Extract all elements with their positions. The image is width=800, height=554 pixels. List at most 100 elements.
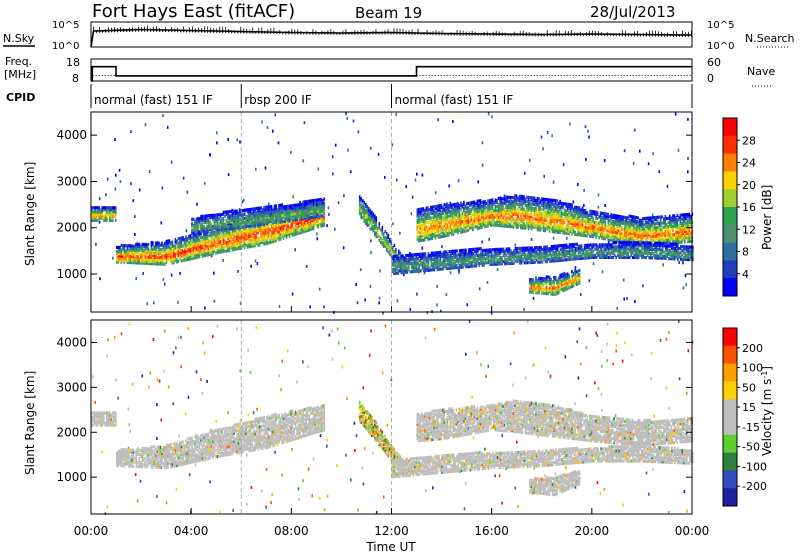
- range-gate-cell: [509, 206, 512, 210]
- range-gate-cell: [455, 202, 458, 206]
- range-gate-cell: [650, 243, 653, 247]
- range-gate-cell: [212, 217, 214, 222]
- range-gate-cell: [523, 209, 525, 213]
- range-gate-cell: [243, 243, 246, 248]
- range-gate-cell: [218, 223, 220, 227]
- range-gate-cell: [608, 215, 611, 219]
- range-gate-cell: [234, 247, 237, 251]
- range-gate-cell: [652, 216, 654, 220]
- range-gate-cell: [427, 208, 429, 212]
- range-gate-cell: [476, 214, 479, 218]
- range-gate-cell: [305, 200, 307, 204]
- range-gate-cell: [222, 235, 225, 239]
- range-gate-cell: [251, 242, 253, 246]
- range-gate-cell: [245, 229, 247, 233]
- scatter-point: [204, 306, 206, 310]
- range-gate-cell: [669, 235, 671, 239]
- range-gate-cell: [658, 230, 660, 234]
- range-gate-cell: [550, 206, 552, 211]
- range-gate-cell: [146, 261, 148, 265]
- range-gate-cell: [463, 227, 465, 232]
- range-gate-cell: [290, 232, 292, 236]
- range-gate-cell: [305, 214, 307, 218]
- range-gate-cell: [551, 215, 554, 219]
- range-gate-cell: [454, 217, 456, 221]
- range-gate-cell: [245, 235, 247, 239]
- range-gate-cell: [542, 222, 545, 226]
- range-gate-cell: [452, 224, 455, 228]
- scatter-point: [370, 146, 372, 150]
- range-gate-cell: [314, 200, 316, 205]
- range-gate-cell: [248, 243, 250, 247]
- range-gate-cell: [216, 230, 219, 234]
- range-gate-cell: [460, 224, 462, 228]
- range-gate-cell: [300, 224, 303, 228]
- range-gate-cell: [374, 216, 376, 220]
- range-gate-cell: [580, 223, 582, 227]
- range-gate-cell: [191, 252, 193, 256]
- scatter-point: [666, 184, 669, 188]
- range-gate-cell: [467, 208, 470, 212]
- range-gate-cell: [512, 204, 515, 208]
- range-gate-cell: [317, 204, 319, 208]
- range-gate-cell: [203, 247, 205, 252]
- range-gate-cell: [92, 218, 95, 222]
- range-gate-cell: [631, 229, 633, 233]
- scatter-point: [604, 204, 606, 207]
- range-gate-cell: [279, 207, 282, 211]
- range-gate-cell: [526, 216, 528, 220]
- range-gate-cell: [170, 255, 172, 259]
- range-gate-cell: [141, 255, 144, 259]
- range-gate-cell: [218, 244, 220, 248]
- range-gate-cell: [117, 247, 120, 252]
- range-gate-cell: [131, 252, 133, 256]
- range-gate-cell: [203, 216, 205, 220]
- range-gate-cell: [587, 219, 590, 223]
- range-gate-cell: [233, 235, 235, 239]
- range-gate-cell: [219, 250, 222, 254]
- range-gate-cell: [162, 250, 165, 254]
- range-gate-cell: [521, 211, 524, 215]
- range-gate-cell: [255, 221, 258, 225]
- range-gate-cell: [115, 206, 117, 210]
- range-gate-cell: [275, 208, 277, 212]
- range-gate-cell: [288, 219, 291, 223]
- freq-label-line2: [MHz]: [4, 68, 36, 81]
- range-gate-cell: [530, 219, 533, 223]
- range-gate-cell: [168, 241, 171, 245]
- range-gate-cell: [637, 228, 639, 232]
- range-gate-cell: [204, 214, 207, 218]
- range-gate-cell: [640, 235, 642, 239]
- range-gate-cell: [159, 262, 162, 266]
- range-gate-cell: [653, 226, 656, 230]
- range-gate-cell: [521, 217, 524, 222]
- range-gate-cell: [506, 208, 509, 212]
- range-gate-cell: [667, 221, 670, 225]
- scatter-point: [326, 224, 328, 228]
- scatter-point: [441, 245, 443, 249]
- range-gate-cell: [511, 196, 513, 200]
- range-gate-cell: [165, 250, 168, 254]
- range-gate-cell: [132, 257, 135, 261]
- range-gate-cell: [224, 233, 226, 237]
- range-gate-cell: [270, 209, 273, 213]
- range-gate-cell: [320, 218, 322, 222]
- range-gate-cell: [548, 215, 551, 219]
- range-gate-cell: [448, 233, 450, 237]
- range-gate-cell: [569, 213, 572, 217]
- range-gate-cell: [239, 246, 241, 251]
- range-gate-cell: [670, 216, 673, 220]
- range-gate-cell: [604, 216, 606, 220]
- range-gate-cell: [545, 206, 548, 210]
- range-gate-cell: [667, 233, 670, 237]
- range-gate-cell: [659, 230, 662, 234]
- range-gate-cell: [454, 213, 456, 217]
- range-gate-cell: [245, 233, 247, 237]
- range-gate-cell: [168, 253, 171, 257]
- range-gate-cell: [177, 241, 180, 245]
- range-gate-cell: [428, 212, 431, 216]
- range-gate-cell: [149, 255, 151, 259]
- range-gate-cell: [649, 224, 651, 228]
- range-gate-cell: [421, 209, 423, 213]
- range-gate-cell: [150, 255, 153, 259]
